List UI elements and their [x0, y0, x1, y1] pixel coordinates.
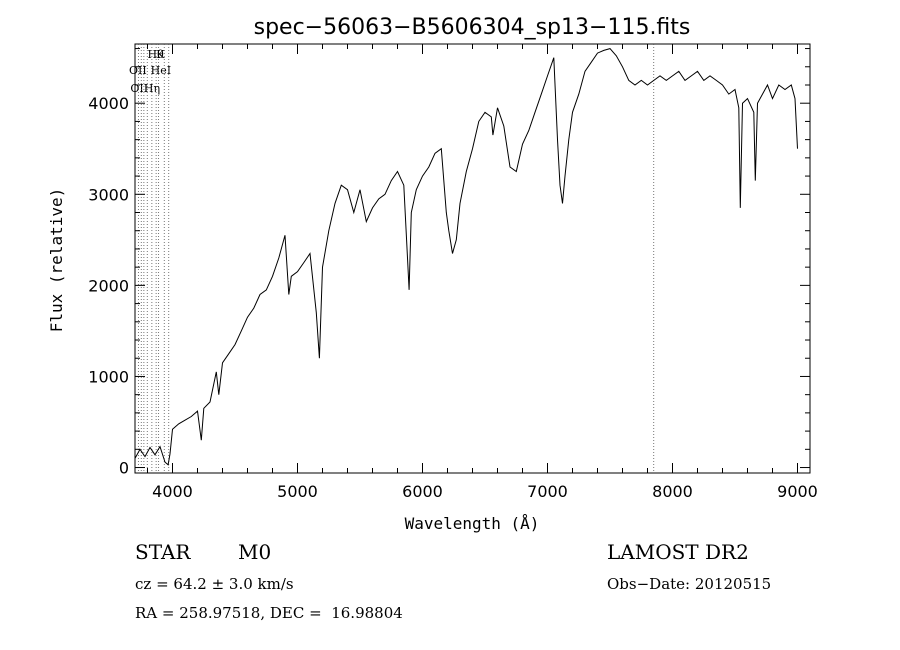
y-tick-label: 1000: [88, 367, 129, 386]
line-marker-label: Hη: [144, 82, 160, 95]
y-tick-label: 3000: [88, 185, 129, 204]
line-marker-label: OII: [129, 64, 147, 77]
subclass-label: M0: [238, 540, 272, 564]
survey-label: LAMOST DR2: [607, 540, 749, 564]
chart-title: spec−56063−B5606304_sp13−115.fits: [254, 15, 691, 40]
x-tick-label: 5000: [277, 482, 318, 501]
tick-layer: 4000 5000 6000 7000 8000 9000 0 1000 2000 3000 400…: [88, 44, 818, 501]
x-tick-label: 6000: [402, 482, 443, 501]
x-axis-label: Wavelength (Å): [405, 514, 540, 533]
coords-label: RA = 258.97518, DEC = 16.98804: [135, 604, 403, 622]
line-marker-label: Hθ: [148, 48, 165, 61]
line-marker-label: OII: [130, 82, 148, 95]
plot-frame: [134, 43, 811, 474]
x-tick-label: 8000: [652, 482, 693, 501]
y-axis-label: Flux (relative): [47, 188, 66, 333]
y-tick-label: 2000: [88, 276, 129, 295]
line-marker-label: K: [156, 48, 165, 61]
spectrum-line: [134, 48, 798, 466]
y-tick-label: 0: [119, 459, 129, 478]
x-tick-label: 7000: [527, 482, 568, 501]
y-tick-label: 4000: [88, 94, 129, 113]
line-marker-label: HeI: [151, 64, 171, 77]
x-tick-label: 4000: [152, 482, 193, 501]
obs-date-label: Obs−Date: 20120515: [607, 575, 772, 593]
object-class-label: STAR: [135, 540, 191, 564]
cz-label: cz = 64.2 ± 3.0 km/s: [135, 575, 294, 593]
x-tick-label: 9000: [777, 482, 818, 501]
